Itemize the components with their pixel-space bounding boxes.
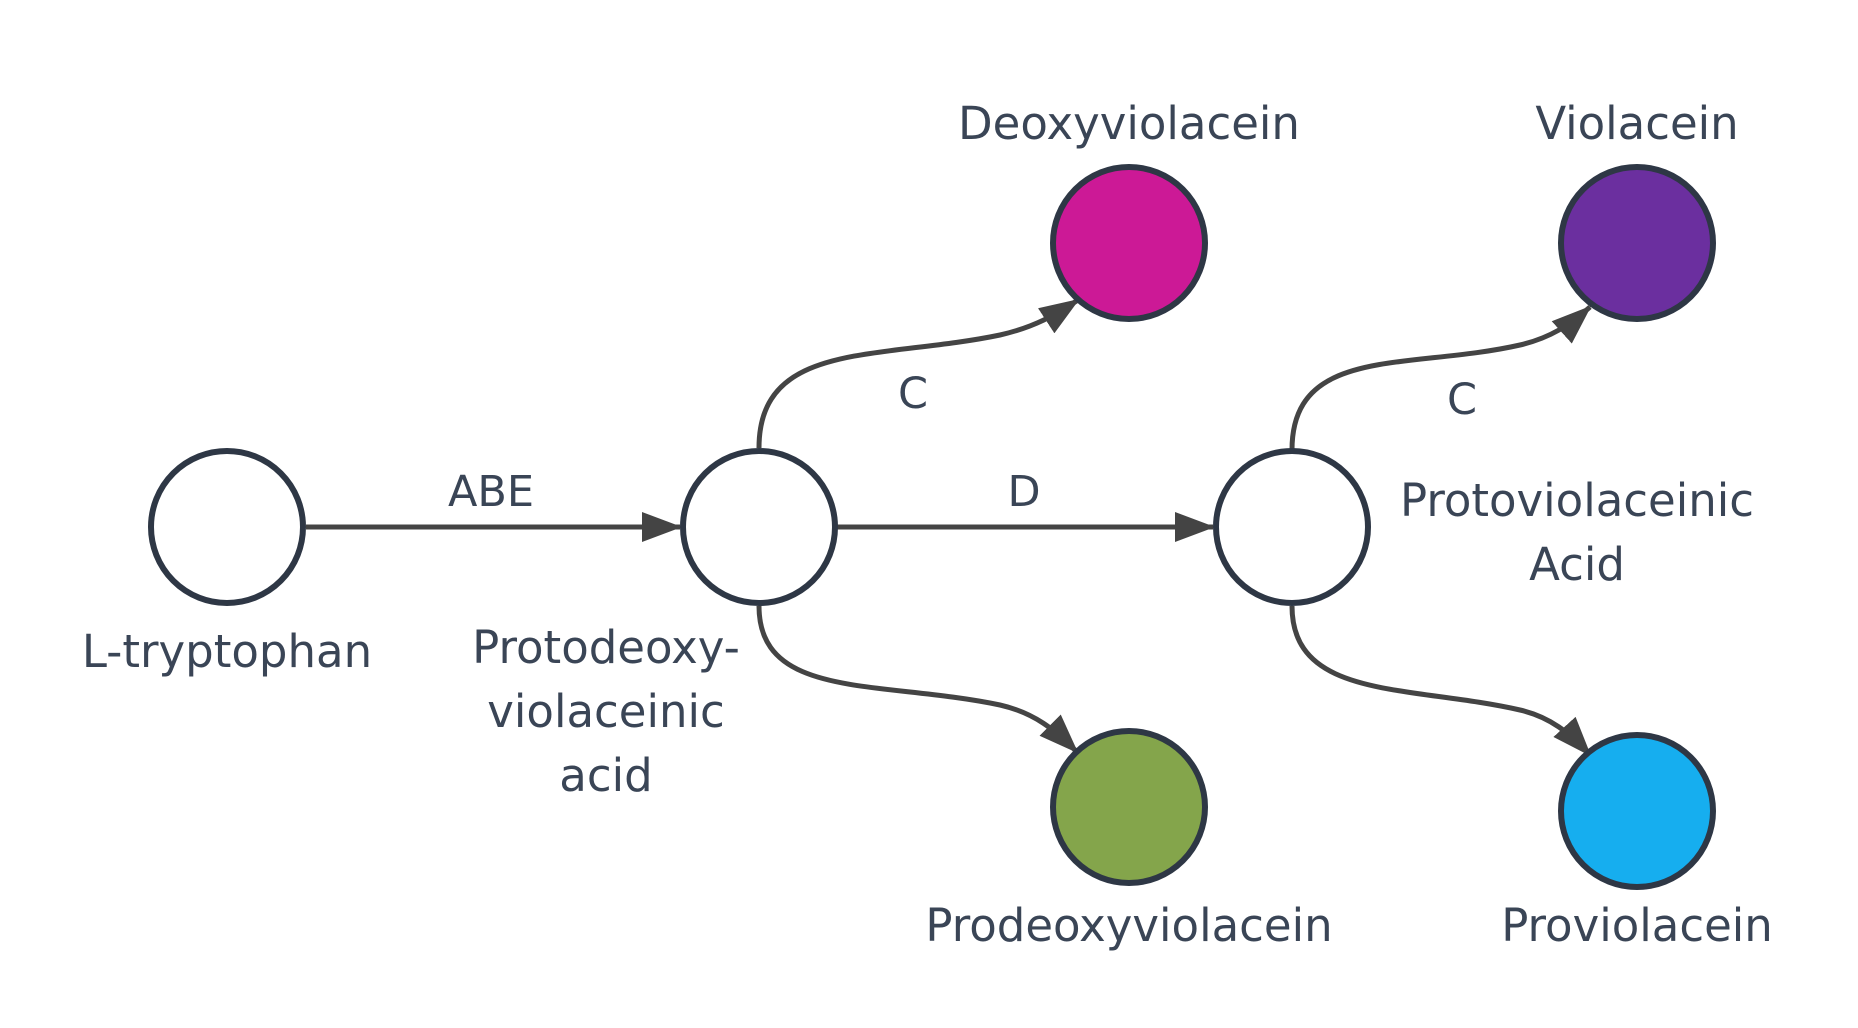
label-violacein: Violacein bbox=[1535, 97, 1738, 150]
edge-c-violacein bbox=[1289, 305, 1592, 451]
label-protodeoxyviolaceinic-line2: violaceinic bbox=[487, 685, 724, 738]
node-protodeoxyviolaceinic-acid bbox=[680, 448, 838, 606]
label-l-tryptophan: L-tryptophan bbox=[82, 625, 372, 678]
label-deoxyviolacein: Deoxyviolacein bbox=[958, 97, 1300, 150]
node-deoxyviolacein bbox=[1050, 164, 1208, 322]
edge-label-c-upper-left: C bbox=[898, 369, 928, 419]
edge-label-abe: ABE bbox=[448, 467, 534, 517]
node-prodeoxyviolacein bbox=[1050, 728, 1208, 886]
edge-label-c-upper-right: C bbox=[1447, 375, 1477, 425]
edge-label-d: D bbox=[1007, 467, 1040, 517]
node-l-tryptophan bbox=[148, 448, 306, 606]
label-protodeoxyviolaceinic-line1: Protodeoxy- bbox=[472, 621, 740, 674]
node-violacein bbox=[1558, 164, 1716, 322]
edge-protoviolaceinic-proviolacein bbox=[1289, 605, 1592, 757]
label-prodeoxyviolacein: Prodeoxyviolacein bbox=[925, 899, 1332, 952]
label-protoviolaceinic-line2: Acid bbox=[1529, 538, 1625, 591]
label-protoviolaceinic-line1: Protoviolaceinic bbox=[1400, 474, 1754, 527]
edge-c-deoxyviolacein bbox=[756, 297, 1080, 449]
node-proviolacein bbox=[1558, 732, 1716, 890]
edge-protodeoxy-prodeoxyviolacein bbox=[756, 605, 1079, 754]
label-proviolacein: Proviolacein bbox=[1501, 899, 1773, 952]
label-protodeoxyviolaceinic-line3: acid bbox=[559, 749, 652, 802]
node-protoviolaceinic-acid bbox=[1213, 448, 1371, 606]
